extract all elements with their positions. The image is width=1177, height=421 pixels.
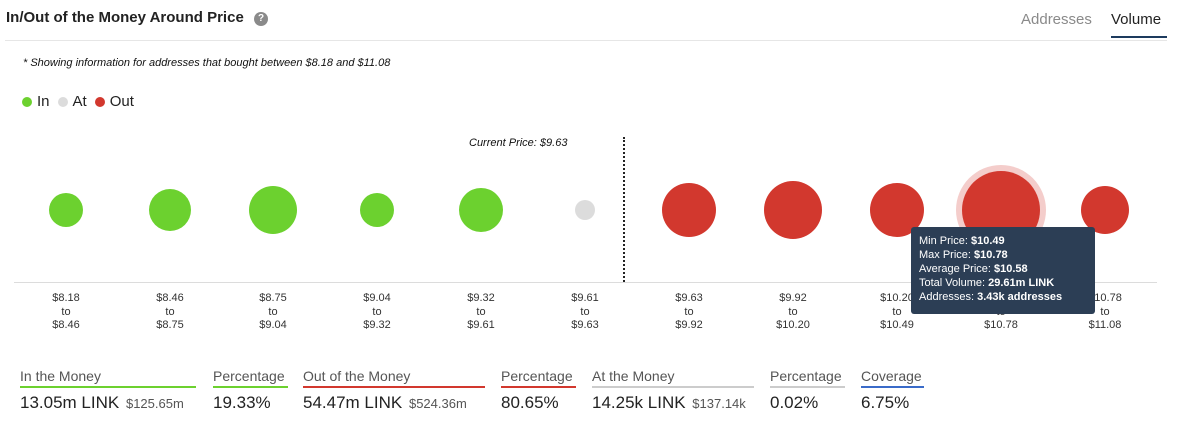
bubble-in[interactable]: [360, 193, 394, 227]
stat-in-the-money: In the Money 13.05m LINK $125.65m: [20, 368, 196, 413]
stat-out-percentage: Percentage 80.65%: [501, 368, 576, 413]
price-range-label: $9.61 to $9.63: [571, 292, 599, 331]
stat-coverage: Coverage 6.75%: [861, 368, 924, 413]
tooltip-addresses: Addresses: 3.43k addresses: [919, 291, 1063, 303]
stat-label: In the Money: [20, 368, 196, 388]
price-range-label: $9.92 to $10.20: [776, 292, 810, 331]
stat-usd-value: $524.36m: [408, 396, 467, 411]
stat-usd-value: $125.65m: [125, 396, 184, 411]
bubble-out[interactable]: [764, 181, 822, 239]
stat-label: Percentage: [770, 368, 845, 388]
tooltip-min-price: Min Price: $10.49: [919, 235, 1005, 247]
legend-dot-at: [57, 96, 68, 107]
chart-baseline: [14, 282, 1157, 283]
bubble-out[interactable]: [662, 183, 716, 237]
stat-value: 6.75%: [861, 393, 910, 412]
stat-in-percentage: Percentage 19.33%: [213, 368, 288, 413]
current-price-line: [623, 137, 625, 282]
legend: In At Out: [22, 93, 142, 110]
legend-label-in: In: [37, 93, 50, 110]
page-title: In/Out of the Money Around Price: [6, 9, 244, 26]
bubble-out[interactable]: [1081, 186, 1129, 234]
bubble-at[interactable]: [575, 200, 595, 220]
legend-label-out: Out: [109, 93, 134, 110]
bubble-in[interactable]: [459, 188, 503, 232]
stat-at-the-money: At the Money 14.25k LINK $137.14k: [592, 368, 754, 413]
price-range-label: $8.75 to $9.04: [259, 292, 287, 331]
stat-label: Out of the Money: [303, 368, 485, 388]
stat-usd-value: $137.14k: [692, 396, 746, 411]
range-note: * Showing information for addresses that…: [23, 57, 391, 69]
stat-label: At the Money: [592, 368, 754, 388]
price-range-label: $10.20 to $10.49: [880, 292, 914, 331]
stat-value: 80.65%: [501, 393, 559, 412]
price-range-label: $8.46 to $8.75: [156, 292, 184, 331]
price-range-label: $9.04 to $9.32: [363, 292, 391, 331]
bubble-in[interactable]: [149, 189, 191, 231]
legend-dot-out: [94, 96, 105, 107]
stat-out-of-the-money: Out of the Money 54.47m LINK $524.36m: [303, 368, 485, 413]
bubble-in[interactable]: [49, 193, 83, 227]
stat-value: 13.05m LINK: [20, 393, 120, 412]
stat-value: 0.02%: [770, 393, 819, 412]
stat-at-percentage: Percentage 0.02%: [770, 368, 845, 413]
price-range-label: $8.18 to $8.46: [52, 292, 80, 331]
current-price-label: Current Price: $9.63: [469, 137, 568, 149]
legend-label-at: At: [72, 93, 87, 110]
tooltip-avg-price: Average Price: $10.58: [919, 263, 1028, 275]
tab-addresses[interactable]: Addresses: [1021, 11, 1092, 28]
stat-value: 14.25k LINK: [592, 393, 686, 412]
active-tab-indicator: [1111, 36, 1167, 38]
legend-item-in[interactable]: In: [22, 93, 50, 110]
question-circle-icon[interactable]: ?: [254, 12, 268, 26]
stat-label: Coverage: [861, 368, 924, 388]
tab-volume[interactable]: Volume: [1111, 11, 1162, 28]
stat-value: 54.47m LINK: [303, 393, 403, 412]
header-divider: [5, 40, 1167, 41]
legend-item-at[interactable]: At: [57, 93, 87, 110]
price-range-label: $9.63 to $9.92: [675, 292, 703, 331]
tooltip-total-volume: Total Volume: 29.61m LINK: [919, 277, 1055, 289]
stat-value: 19.33%: [213, 393, 271, 412]
bubble-in[interactable]: [249, 186, 297, 234]
tooltip-max-price: Max Price: $10.78: [919, 249, 1008, 261]
legend-item-out[interactable]: Out: [94, 93, 134, 110]
legend-dot-in: [22, 96, 32, 107]
stat-label: Percentage: [501, 368, 576, 388]
stat-label: Percentage: [213, 368, 288, 388]
price-range-label: $10.78 to $11.08: [1088, 292, 1122, 331]
bubble-tooltip: Min Price: $10.49 Max Price: $10.78 Aver…: [911, 227, 1095, 314]
price-range-label: $9.32 to $9.61: [467, 292, 495, 331]
